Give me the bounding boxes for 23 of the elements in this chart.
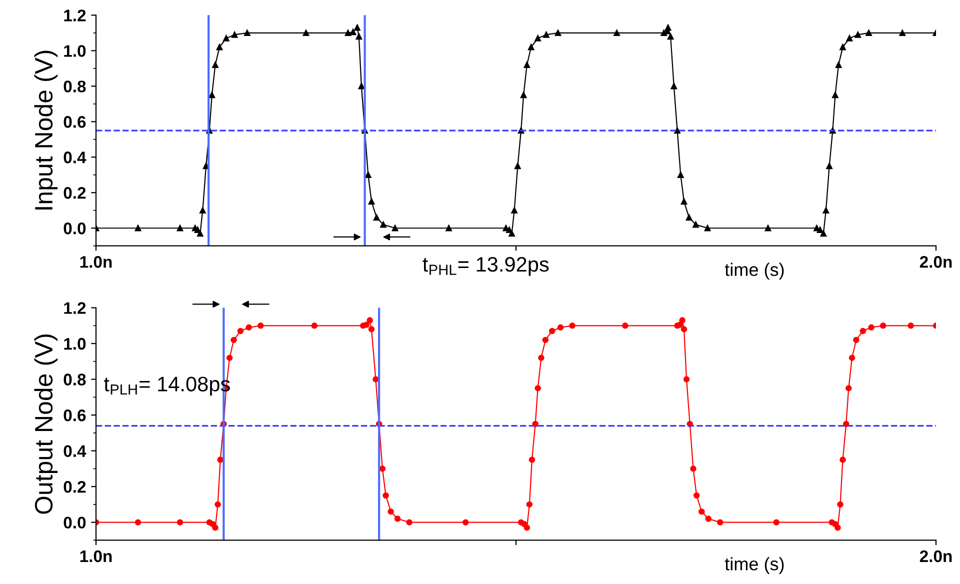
y-tick-label: 0.0: [64, 222, 86, 234]
y-tick-label: 1.2: [64, 10, 86, 22]
x-axis-title: time (s): [724, 262, 784, 280]
y-tick-label: 0.6: [64, 116, 86, 128]
text: t$_{PHL}$= 13.92ps: [422, 256, 549, 276]
x-tick-label: 1.0n: [80, 256, 112, 268]
x-tick-label: 2.0n: [920, 256, 952, 268]
y-tick-label: 1.2: [64, 302, 86, 314]
y-axis-title: Output Node (V): [34, 334, 58, 514]
y-tick-label: 0.0: [64, 516, 86, 529]
y-tick-label: 0.4: [64, 152, 86, 164]
y-tick-label: 1.0: [64, 45, 86, 57]
y-tick-label: 0.8: [64, 80, 86, 92]
y-tick-label: 0.2: [64, 187, 86, 199]
y-tick-label: 0.4: [64, 445, 86, 458]
x-tick-label: 2.0n: [920, 550, 952, 562]
y-tick-label: 0.6: [64, 409, 86, 422]
y-axis-title: Input Node (V): [34, 50, 58, 210]
x-axis-title: time (s): [724, 557, 784, 574]
x-tick-label: 1.0n: [80, 550, 112, 562]
y-tick-label: 1.0: [64, 338, 86, 350]
y-tick-label: 0.8: [64, 374, 86, 386]
y-tick-label: 0.2: [64, 480, 86, 493]
